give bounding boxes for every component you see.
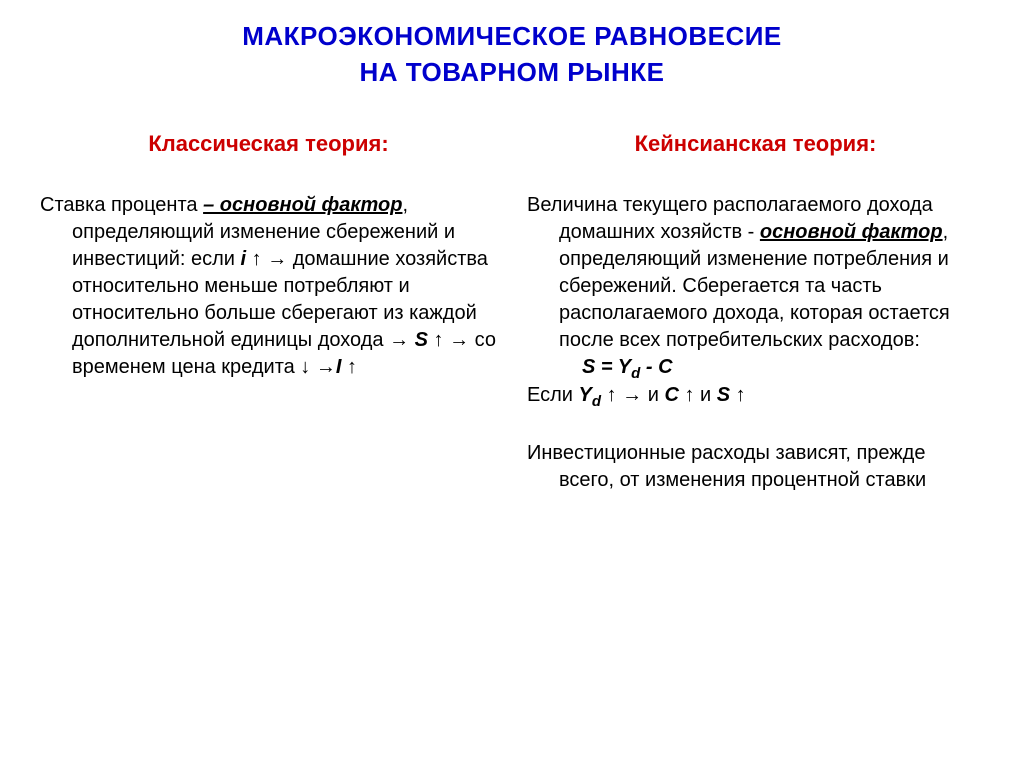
formula-s: S: [582, 356, 595, 378]
left-p1-bold: – основной фактор: [203, 194, 402, 216]
right-paragraph-2: Инвестиционные расходы зависят, прежде в…: [527, 440, 984, 494]
right-paragraph-1: Величина текущего располагаемого дохода …: [527, 192, 984, 354]
line2-if: Если: [527, 384, 579, 406]
spacer: [527, 412, 984, 440]
line2-c: C: [664, 384, 678, 406]
formula-c: C: [658, 356, 672, 378]
two-column-layout: Классическая теория: Ставка процента – о…: [40, 131, 984, 494]
title-line2: НА ТОВАРНОМ РЫНКЕ: [360, 57, 665, 87]
line2-arr: ↑ → и: [601, 384, 664, 406]
main-title: МАКРОЭКОНОМИЧЕСКОЕ РАВНОВЕСИЕ НА ТОВАРНО…: [40, 18, 984, 91]
line2-up: ↑: [730, 384, 746, 406]
title-line1: МАКРОЭКОНОМИЧЕСКОЕ РАВНОВЕСИЕ: [242, 21, 782, 51]
right-p2-text: Инвестиционные расходы зависят, прежде в…: [527, 440, 984, 494]
formula-y: Y: [618, 356, 631, 378]
left-p1-start: Ставка процента: [40, 194, 203, 216]
formula-1: S = Yd - C: [527, 356, 984, 382]
formula-line-2: Если Yd ↑ → и C ↑ и S ↑: [527, 384, 984, 410]
formula-minus: -: [640, 356, 658, 378]
right-column: Кейнсианская теория: Величина текущего р…: [527, 131, 984, 494]
left-p1-end: ↑: [341, 356, 357, 378]
line2-and: ↑ и: [679, 384, 717, 406]
formula-eq: =: [595, 356, 617, 378]
left-heading: Классическая теория:: [40, 131, 497, 157]
line2-d: d: [592, 393, 601, 410]
right-p1-bold: основной фактор: [760, 221, 943, 243]
formula-d: d: [631, 365, 640, 382]
left-column: Классическая теория: Ставка процента – о…: [40, 131, 497, 494]
line2-y: Y: [579, 384, 592, 406]
left-paragraph: Ставка процента – основной фактор, опред…: [40, 192, 497, 381]
right-heading: Кейнсианская теория:: [527, 131, 984, 157]
left-var-s: S: [415, 329, 428, 351]
line2-s: S: [717, 384, 730, 406]
